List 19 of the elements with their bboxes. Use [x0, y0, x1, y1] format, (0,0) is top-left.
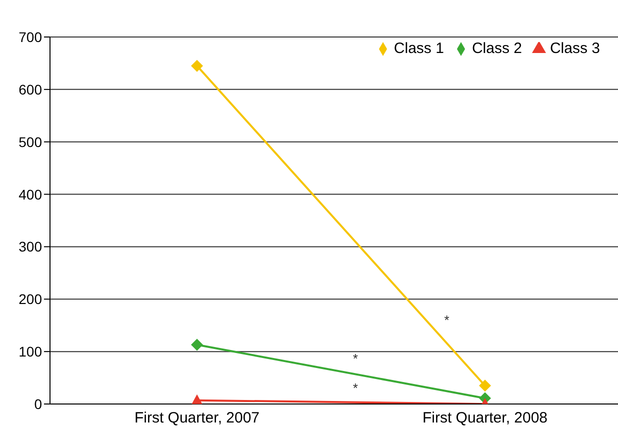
y-tick-label: 100: [18, 344, 42, 360]
point: [479, 380, 491, 392]
x-tick-label: First Quarter, 2008: [422, 410, 548, 427]
annotation: *: [352, 350, 358, 366]
annotation: *: [352, 380, 358, 396]
point: [191, 60, 203, 72]
legend-label: Class 3: [550, 40, 600, 57]
legend-label: Class 2: [472, 40, 522, 57]
y-tick-label: 700: [18, 28, 42, 45]
annotation: *: [444, 312, 450, 328]
y-tick-label: 500: [18, 134, 42, 150]
y-tick-label: 300: [18, 238, 42, 255]
x-tick-label: First Quarter, 2007: [134, 410, 260, 427]
y-tick-label: 200: [18, 291, 42, 308]
y-tick-label: 600: [18, 81, 42, 98]
legend-label: Class 1: [394, 40, 444, 57]
y-tick-label: 400: [18, 186, 42, 202]
y-tick-label: 0: [34, 396, 42, 412]
point: [191, 338, 203, 351]
